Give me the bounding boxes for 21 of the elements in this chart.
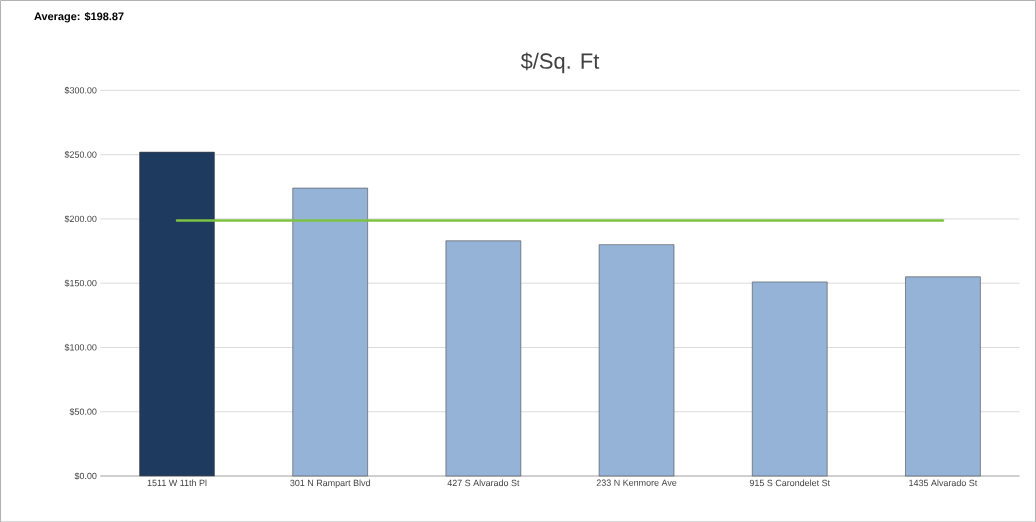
x-tick-label: 1435 Alvarado St	[909, 479, 978, 486]
x-tick-label: 1511 W 11th Pl	[147, 479, 207, 486]
bar	[905, 276, 981, 477]
bar	[598, 244, 675, 477]
y-tick-label: $200.00	[64, 215, 97, 223]
bar	[445, 240, 522, 477]
y-tick-label: $150.00	[64, 279, 97, 287]
x-tick-label: 301 N Rampart Blvd	[290, 479, 370, 488]
bar	[292, 187, 368, 477]
y-tick-label: $50.00	[69, 407, 97, 416]
x-tick-label: 427 S Alvarado St	[447, 479, 520, 486]
chart-title: $/Sq. Ft	[520, 52, 600, 73]
x-tick-label: 233 N Kenmore Ave	[596, 479, 677, 486]
y-tick-label: $250.00	[64, 150, 97, 159]
y-tick-label: $0.00	[74, 472, 97, 480]
x-tick-label: 915 S Carondelet St	[749, 479, 830, 486]
y-tick-label: $100.00	[64, 343, 97, 351]
y-tick-label: $300.00	[64, 86, 97, 94]
bar	[751, 281, 828, 477]
text: Average: $198.87	[34, 11, 124, 23]
bar	[139, 151, 215, 477]
